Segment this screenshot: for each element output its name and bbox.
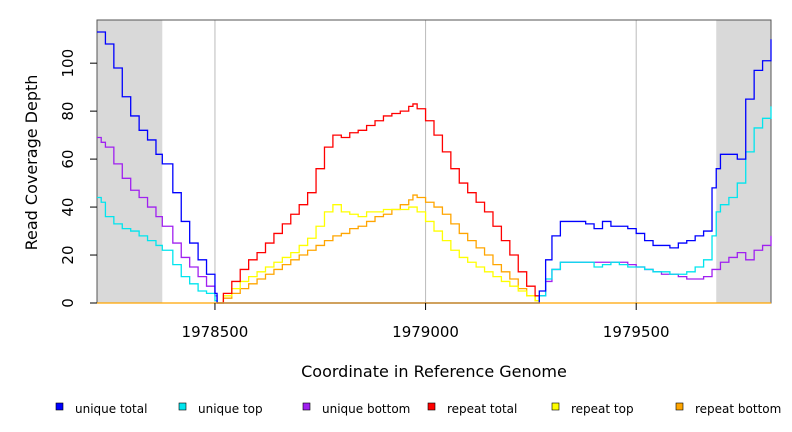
shaded-region-1 — [97, 20, 163, 303]
legend-swatch-repeat-top — [551, 402, 560, 411]
y-tick-label-6: 100 — [59, 49, 77, 78]
legend-label-unique-total: unique total — [75, 402, 147, 416]
y-tick-label-4: 60 — [59, 150, 77, 169]
y-tick-label-5: 80 — [59, 102, 77, 121]
y-tick-label-1: 0 — [59, 298, 77, 308]
series-line-repeat-bottom — [217, 194, 540, 304]
series-line-unique-bottom — [97, 136, 772, 304]
legend-label-unique-top: unique top — [198, 402, 263, 416]
series-line-repeat-top — [217, 204, 540, 304]
legend-swatch-repeat-total — [427, 402, 436, 411]
series-line-unique-total — [97, 31, 772, 304]
x-tick-label-2: 1979000 — [392, 323, 459, 341]
shaded-region-2 — [716, 20, 771, 303]
series-line-unique-top — [97, 106, 772, 304]
shaded-regions — [97, 20, 771, 303]
legend-swatch-repeat-bottom — [675, 402, 684, 411]
reference-lines — [97, 20, 771, 304]
x-axis: 1978500 1979000 1979500 — [182, 303, 670, 341]
legend-label-repeat-total: repeat total — [447, 402, 517, 416]
legend-swatch-unique-bottom — [302, 402, 311, 411]
x-tick-label-1: 1978500 — [182, 323, 249, 341]
legend: unique total unique top unique bottom repea… — [55, 402, 781, 416]
x-axis-title: Coordinate in Reference Genome — [301, 362, 567, 381]
plot-frame — [96, 19, 772, 304]
y-axis: 0 20 40 60 80 100 — [59, 49, 97, 308]
y-tick-label-3: 40 — [59, 198, 77, 217]
legend-swatch-unique-top — [178, 402, 187, 411]
series-line-repeat-total — [217, 103, 540, 304]
x-tick-label-3: 1979500 — [603, 323, 670, 341]
legend-swatch-unique-total — [55, 402, 64, 411]
y-axis-title: Read Coverage Depth — [22, 75, 41, 251]
legend-label-repeat-top: repeat top — [571, 402, 634, 416]
legend-label-unique-bottom: unique bottom — [322, 402, 410, 416]
series-lines — [97, 31, 772, 304]
y-tick-label-2: 20 — [59, 245, 77, 264]
legend-label-repeat-bottom: repeat bottom — [695, 402, 781, 416]
